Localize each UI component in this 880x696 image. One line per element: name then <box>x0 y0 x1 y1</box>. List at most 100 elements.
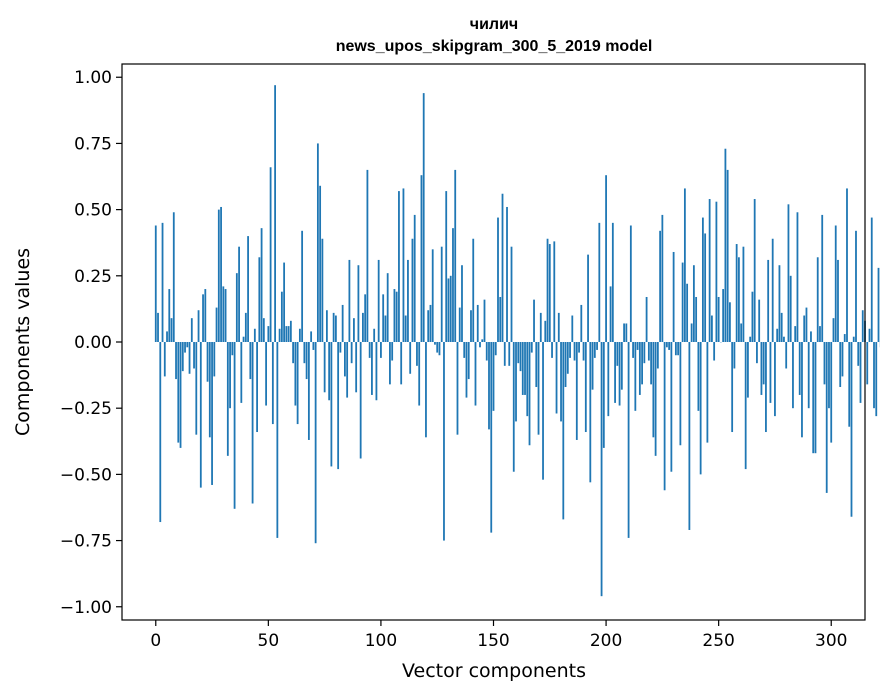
bar-283 <box>792 342 794 409</box>
y-tick-label: 1.00 <box>74 68 112 88</box>
bar-128 <box>443 342 445 541</box>
bar-101 <box>382 294 385 342</box>
bar-233 <box>679 342 682 446</box>
x-tick-label: 150 <box>477 631 509 651</box>
bar-319 <box>873 342 875 409</box>
bar-8 <box>172 212 175 342</box>
bar-81 <box>337 342 340 470</box>
bar-210 <box>627 342 630 538</box>
bar-3 <box>161 222 164 342</box>
bar-257 <box>733 342 736 369</box>
bar-242 <box>699 342 702 475</box>
bar-262 <box>744 342 747 470</box>
bar-301 <box>832 318 835 342</box>
bar-91 <box>359 342 362 459</box>
bar-70 <box>312 342 315 350</box>
bar-308 <box>848 342 851 427</box>
bar-85 <box>346 342 349 398</box>
bar-252 <box>722 289 725 342</box>
bar-228 <box>668 342 671 350</box>
bar-49 <box>265 342 267 406</box>
x-tick-label: 300 <box>815 631 847 651</box>
bar-25 <box>211 342 213 485</box>
bar-226 <box>663 342 666 491</box>
bar-42 <box>249 342 252 380</box>
bar-9 <box>175 342 177 380</box>
bar-318 <box>870 217 873 342</box>
bar-0 <box>154 225 157 342</box>
bar-197 <box>598 222 601 342</box>
bar-92 <box>362 312 364 342</box>
bar-76 <box>325 310 328 342</box>
bar-169 <box>535 342 538 388</box>
bar-320 <box>875 342 878 417</box>
bar-253 <box>724 148 727 342</box>
bar-71 <box>314 342 317 544</box>
bar-223 <box>656 342 659 369</box>
bar-240 <box>695 296 698 342</box>
bar-304 <box>839 342 842 388</box>
bar-164 <box>524 342 526 395</box>
bar-236 <box>686 283 689 342</box>
bar-171 <box>539 312 542 342</box>
bar-148 <box>488 342 490 430</box>
bar-189 <box>580 304 583 342</box>
bar-294 <box>816 257 819 342</box>
bar-97 <box>373 328 376 342</box>
bar-28 <box>217 209 220 342</box>
bar-74 <box>321 238 324 342</box>
bar-268 <box>758 299 761 342</box>
y-tick-label: 0.00 <box>74 333 112 353</box>
bar-175 <box>548 244 551 342</box>
bar-290 <box>807 342 810 409</box>
bar-54 <box>276 342 279 538</box>
bar-112 <box>407 259 409 342</box>
bar-260 <box>740 323 743 342</box>
bar-65 <box>301 230 304 342</box>
bar-149 <box>490 342 493 533</box>
bar-215 <box>638 342 641 395</box>
bar-235 <box>683 188 686 342</box>
bar-177 <box>553 241 556 342</box>
bar-63 <box>296 342 299 425</box>
bar-207 <box>620 342 623 390</box>
bar-84 <box>344 342 346 377</box>
bar-51 <box>269 167 272 342</box>
bar-114 <box>411 238 414 342</box>
x-tick-label: 200 <box>590 631 622 651</box>
bar-111 <box>404 315 407 342</box>
bar-66 <box>303 342 306 364</box>
bar-307 <box>846 188 848 342</box>
bar-47 <box>260 228 263 342</box>
bar-88 <box>353 318 355 342</box>
bar-57 <box>283 262 286 342</box>
bar-136 <box>461 265 463 342</box>
x-tick-label: 100 <box>365 631 397 651</box>
bar-126 <box>438 342 441 356</box>
bar-248 <box>713 342 716 361</box>
bar-7 <box>170 318 173 342</box>
bar-86 <box>348 259 351 342</box>
bar-259 <box>738 257 740 342</box>
bar-67 <box>305 342 308 380</box>
bar-256 <box>731 342 734 433</box>
bar-162 <box>519 342 522 372</box>
bar-194 <box>591 342 594 390</box>
bar-139 <box>467 342 470 380</box>
bar-103 <box>386 273 389 342</box>
bar-141 <box>472 238 475 342</box>
bar-90 <box>357 265 360 342</box>
bar-106 <box>393 289 396 342</box>
bar-94 <box>366 169 369 342</box>
bar-55 <box>278 328 281 342</box>
bar-184 <box>569 342 571 358</box>
bar-273 <box>769 342 772 403</box>
bar-241 <box>697 342 700 411</box>
bar-100 <box>380 342 382 358</box>
bar-61 <box>292 342 295 364</box>
bar-95 <box>368 342 371 358</box>
bar-265 <box>751 291 754 342</box>
bar-144 <box>479 342 481 348</box>
bar-172 <box>542 342 544 480</box>
bar-161 <box>517 342 520 364</box>
